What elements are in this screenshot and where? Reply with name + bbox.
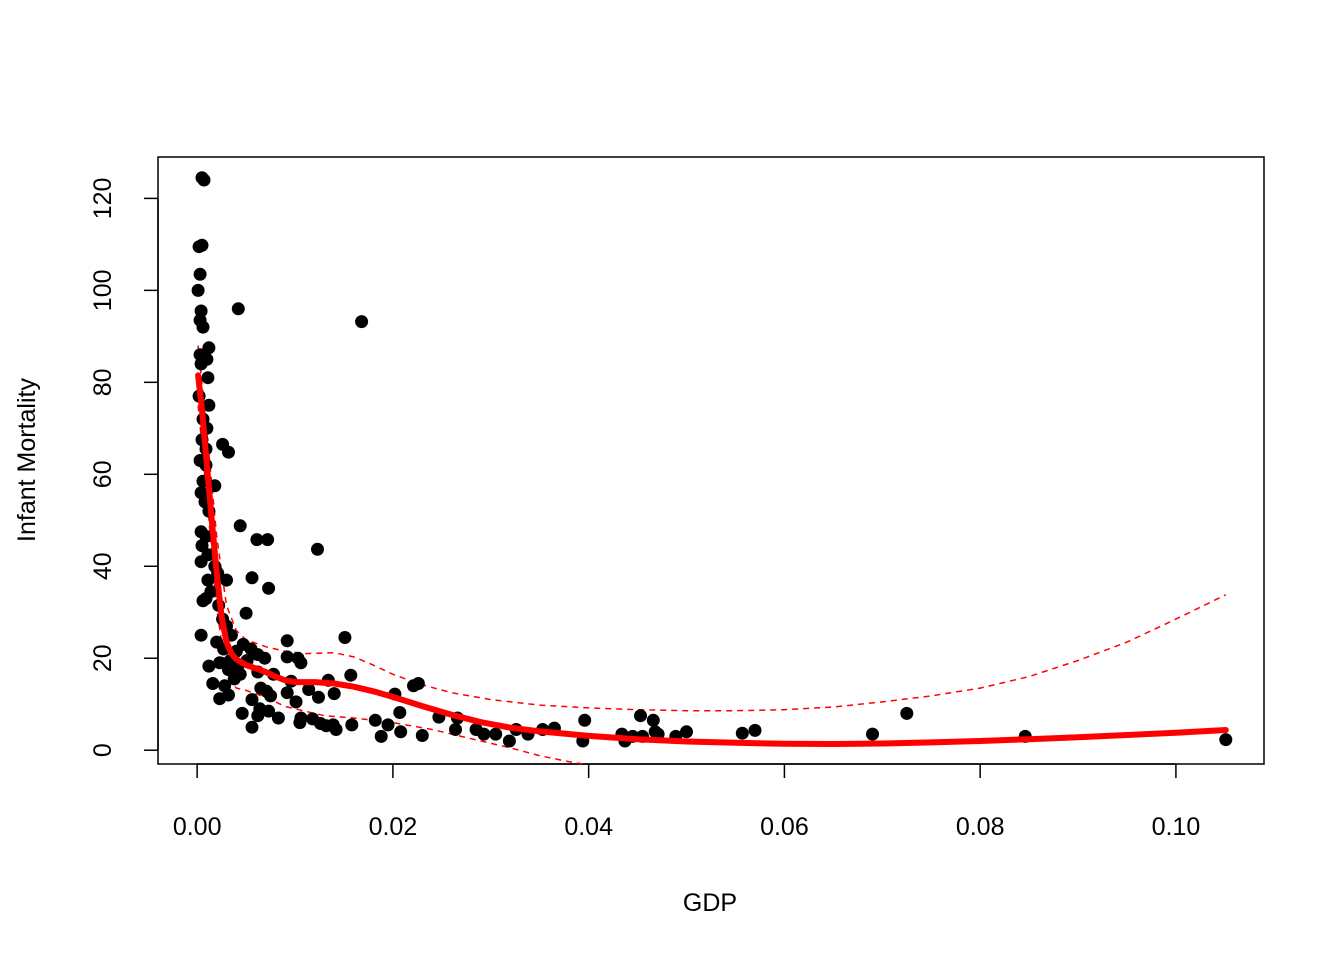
x-tick-label: 0.08 xyxy=(956,813,1005,841)
data-point xyxy=(489,727,503,741)
x-axis-label: GDP xyxy=(683,889,737,917)
data-point xyxy=(502,734,516,748)
data-point xyxy=(477,727,491,741)
plot-area-frame xyxy=(157,156,1265,765)
data-point xyxy=(680,725,693,739)
data-point xyxy=(199,592,213,605)
data-point xyxy=(201,371,215,385)
data-point xyxy=(213,692,227,706)
data-point xyxy=(235,706,249,720)
data-point xyxy=(195,539,209,553)
data-point xyxy=(264,689,278,703)
data-point xyxy=(245,571,259,585)
data-point xyxy=(415,729,429,742)
data-point xyxy=(193,267,207,281)
data-point xyxy=(393,706,407,719)
data-point xyxy=(261,533,275,547)
data-point xyxy=(271,711,285,725)
data-point xyxy=(294,656,308,670)
y-tick-label: 40 xyxy=(89,552,117,580)
data-point xyxy=(197,173,211,187)
y-tick-label: 120 xyxy=(89,178,117,220)
fit-curve xyxy=(195,372,1229,747)
y-tick-label: 80 xyxy=(89,368,117,396)
data-point xyxy=(201,573,215,587)
data-point xyxy=(866,727,879,741)
data-point xyxy=(280,650,294,664)
data-point xyxy=(280,634,294,648)
data-point xyxy=(394,725,408,739)
data-point xyxy=(231,302,245,316)
x-axis: 0.00 0.02 0.04 0.06 0.08 0.10 xyxy=(173,763,1201,841)
data-point xyxy=(374,729,388,743)
y-tick-label: 60 xyxy=(89,460,117,488)
confidence-band xyxy=(197,345,1227,764)
data-point xyxy=(194,555,208,569)
fit-line xyxy=(195,372,1229,747)
data-point xyxy=(338,631,352,644)
data-point xyxy=(213,656,227,670)
x-tick-label: 0.02 xyxy=(369,813,418,841)
data-point xyxy=(289,695,303,709)
data-point xyxy=(449,723,462,736)
data-point xyxy=(293,716,307,730)
data-point xyxy=(326,718,340,732)
data-point xyxy=(220,573,233,587)
data-point xyxy=(251,709,265,723)
data-point xyxy=(302,683,316,696)
data-point xyxy=(1219,733,1233,747)
data-point xyxy=(222,445,235,459)
data-point xyxy=(407,679,420,693)
y-tick-label: 0 xyxy=(89,743,117,757)
data-point xyxy=(280,686,294,700)
y-tick-label: 20 xyxy=(89,644,117,672)
data-point xyxy=(381,718,395,732)
data-point xyxy=(312,690,325,704)
data-point xyxy=(634,709,647,723)
data-point xyxy=(239,606,253,620)
data-point xyxy=(646,713,660,727)
x-tick-label: 0.00 xyxy=(173,813,222,841)
data-point xyxy=(206,677,220,690)
data-point xyxy=(194,628,208,642)
data-point xyxy=(196,320,210,334)
data-point xyxy=(368,713,382,727)
data-point xyxy=(748,723,762,737)
upper-band-line xyxy=(197,345,1227,712)
data-point xyxy=(262,581,276,595)
data-point xyxy=(202,398,216,412)
y-tick-label: 100 xyxy=(89,269,117,311)
data-point xyxy=(191,283,205,297)
data-point xyxy=(195,238,209,252)
data-point xyxy=(355,315,369,329)
y-axis-label: Infant Mortality xyxy=(13,378,41,542)
x-tick-label: 0.06 xyxy=(760,813,809,841)
data-point xyxy=(345,718,359,732)
data-point xyxy=(344,668,358,682)
data-point xyxy=(233,519,247,533)
data-point xyxy=(250,533,264,547)
data-point xyxy=(900,706,914,720)
data-point xyxy=(327,687,341,701)
x-tick-label: 0.10 xyxy=(1152,813,1201,841)
data-point xyxy=(262,704,276,718)
data-point xyxy=(202,659,216,673)
data-point xyxy=(227,672,241,686)
data-point xyxy=(735,726,749,740)
y-axis: 0 20 40 60 80 100 120 xyxy=(89,178,159,757)
data-point xyxy=(258,651,272,665)
data-point xyxy=(245,693,259,707)
data-point xyxy=(578,713,592,727)
lower-band-line xyxy=(197,405,584,764)
data-point xyxy=(311,542,324,556)
data-point xyxy=(245,720,259,734)
data-point xyxy=(194,357,208,371)
x-tick-label: 0.04 xyxy=(564,813,613,841)
data-point xyxy=(202,341,216,355)
